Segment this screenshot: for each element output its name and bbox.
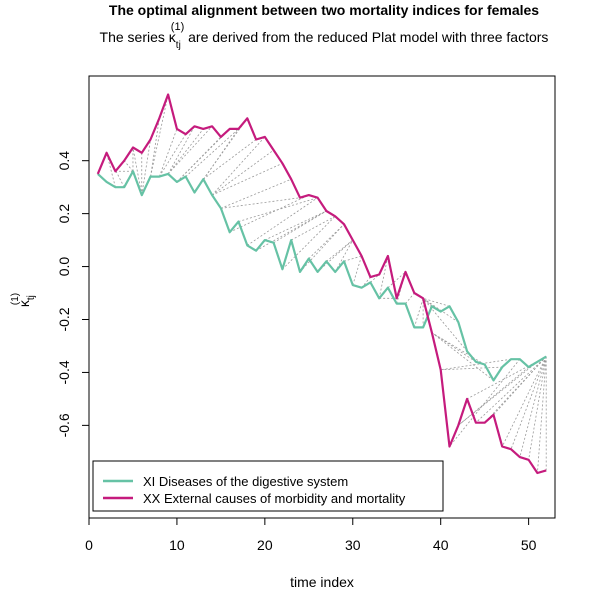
alignment-lines xyxy=(98,95,546,473)
x-tick-label: 50 xyxy=(521,537,537,553)
legend: XI Diseases of the digestive system XX E… xyxy=(93,461,443,511)
alignment-line xyxy=(511,357,546,450)
x-tick-label: 20 xyxy=(257,537,273,553)
y-tick-label: 0.2 xyxy=(56,204,72,224)
alignment-line xyxy=(265,211,327,240)
x-tick-label: 40 xyxy=(433,537,449,553)
y-tick-label: -0.4 xyxy=(56,360,72,384)
alignment-line xyxy=(493,357,546,415)
alignment-line xyxy=(449,359,519,446)
x-axis-label: time index xyxy=(290,574,354,590)
y-tick-label: -0.6 xyxy=(56,413,72,437)
alignment-line xyxy=(406,293,415,304)
alignment-line xyxy=(212,163,282,195)
alignment-line xyxy=(353,256,362,285)
subtitle-suffix: are derived from the reduced Plat model … xyxy=(184,29,548,45)
y-axis-label: κtj(1) xyxy=(10,293,37,307)
alignment-line xyxy=(309,224,344,258)
chart-title: The optimal alignment between two mortal… xyxy=(109,2,539,18)
ylabel-subscript: tj xyxy=(26,295,37,300)
series-line-xx xyxy=(98,95,546,474)
subtitle-prefix: The series xyxy=(100,29,169,45)
y-tick-label: -0.2 xyxy=(56,307,72,331)
legend-label-xx: XX External causes of morbidity and mort… xyxy=(143,491,406,506)
x-tick-label: 0 xyxy=(85,537,93,553)
svg-text:κtj(1): κtj(1) xyxy=(10,293,37,307)
alignment-line xyxy=(432,333,485,365)
x-tick-label: 10 xyxy=(169,537,185,553)
x-axis: 0 10 20 30 40 50 xyxy=(85,518,537,553)
alignment-line xyxy=(414,298,423,327)
alignment-line xyxy=(537,357,546,473)
plot-area xyxy=(89,76,555,518)
alignment-line xyxy=(423,298,449,306)
chart-subtitle: The series κtj(1) are derived from the r… xyxy=(100,21,549,51)
alignment-line xyxy=(326,240,352,261)
ylabel-superscript: (1) xyxy=(10,293,21,305)
alignment-line xyxy=(238,198,317,222)
alignment-line xyxy=(247,198,317,246)
y-tick-label: 0.4 xyxy=(56,151,72,171)
alignment-line xyxy=(274,211,327,243)
subtitle-subscript: tj xyxy=(176,40,181,51)
alignment-line xyxy=(203,140,256,180)
legend-label-xi: XI Diseases of the digestive system xyxy=(143,474,348,489)
series-lines xyxy=(98,95,546,474)
y-tick-label: 0.0 xyxy=(56,257,72,277)
x-tick-label: 30 xyxy=(345,537,361,553)
subtitle-superscript: (1) xyxy=(171,21,184,33)
alignment-line xyxy=(221,179,291,208)
alignment-line xyxy=(230,195,309,232)
alignment-line xyxy=(124,161,133,172)
alignment-line xyxy=(133,147,142,195)
alignment-line xyxy=(212,150,274,195)
alignment-line xyxy=(159,134,185,176)
alignment-line xyxy=(168,129,203,174)
alignment-line xyxy=(168,126,212,174)
alignment-line xyxy=(344,256,362,261)
alignment-line xyxy=(502,357,546,447)
alignment-line xyxy=(186,129,239,177)
y-axis: -0.6 -0.4 -0.2 0.0 0.2 0.4 xyxy=(56,151,89,438)
alignment-line xyxy=(212,137,265,195)
